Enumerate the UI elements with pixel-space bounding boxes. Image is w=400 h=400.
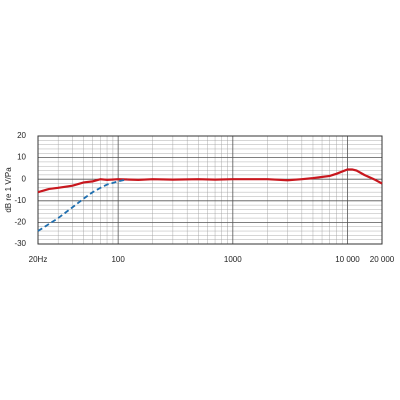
y-axis-label: dB re 1 V/Pa [4, 167, 13, 213]
response-line [37, 178, 128, 232]
y-tick-label: 10 [17, 153, 26, 162]
y-tick-label: -20 [14, 218, 26, 227]
x-tick-label: 20 000 [370, 255, 395, 264]
x-tick-label: 20Hz [29, 255, 48, 264]
response-line [37, 168, 383, 194]
plot-frame [37, 135, 383, 245]
y-tick-label: -10 [14, 196, 26, 205]
x-tick-label: 100 [111, 255, 125, 264]
x-tick-label: 10 000 [335, 255, 360, 264]
x-tick-label: 1000 [224, 255, 242, 264]
y-tick-label: 20 [17, 131, 26, 140]
y-tick-label: -30 [14, 239, 26, 248]
y-tick-label: 0 [22, 174, 27, 183]
